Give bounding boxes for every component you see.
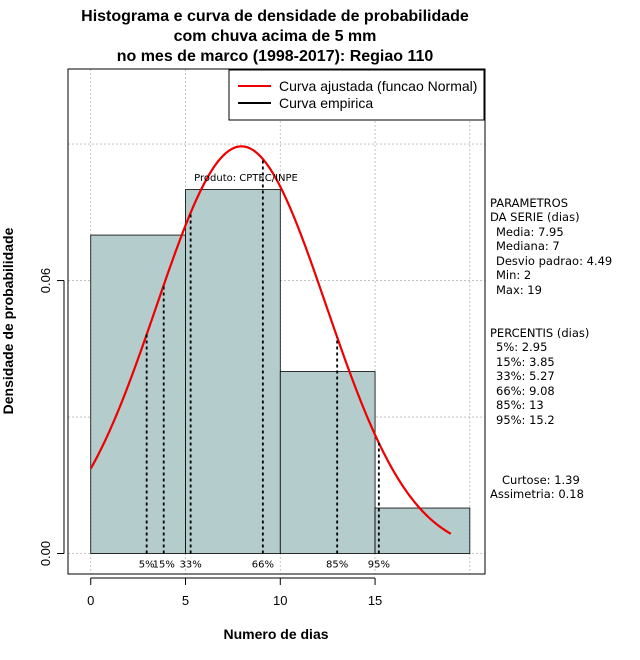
x-tick-label: 15 (368, 593, 382, 608)
params-title-line-2: DA SERIE (dias) (490, 210, 580, 224)
y-axis-label: Densidade de probabilidade (0, 227, 16, 414)
product-annotation: Produto: CPTEC/INPE (194, 173, 298, 184)
side-panel: PARAMETROS DA SERIE (dias) Media: 7.95 M… (490, 196, 612, 501)
normal-curve-line (89, 145, 452, 535)
x-tick-label: 5 (182, 593, 189, 608)
percentile-lines: 5%15% 33% 66% 85% 95% (139, 159, 390, 571)
legend-empirical-label: Curva empirica (279, 95, 373, 111)
percentil-15: 15%: 3.85 (496, 355, 555, 369)
param-desvio: Desvio padrao: 4.49 (496, 254, 612, 268)
normal-curve-group (89, 145, 452, 535)
x-axis-label: Numero de dias (223, 626, 328, 642)
histogram-bar-3 (279, 371, 376, 554)
histogram-bar-4 (374, 507, 471, 554)
chart-title-line-2: com chuva acima de 5 mm (174, 28, 377, 45)
param-max: Max: 19 (496, 283, 542, 297)
percentis-title: PERCENTIS (dias) (490, 326, 589, 340)
percentile-label-15pct: 15% (153, 560, 175, 571)
percentile-label-95pct: 95% (368, 560, 390, 571)
percentile-label-5pct: 5% (139, 560, 155, 571)
percentil-95: 95%: 15.2 (496, 413, 555, 427)
y-tick-label: 0.06 (38, 268, 53, 293)
chart-title-line-1: Histograma e curva de densidade de proba… (81, 8, 469, 25)
chart-title-line-3: no mes de marco (1998-2017): Regiao 110 (117, 48, 434, 65)
percentile-label-33pct: 33% (180, 560, 202, 571)
percentil-33: 33%: 5.27 (496, 369, 555, 383)
curtose-value: Curtose: 1.39 (502, 473, 580, 487)
legend-box (228, 69, 485, 121)
x-tick-label: 0 (87, 593, 94, 608)
percentil-5: 5%: 2.95 (496, 340, 547, 354)
params-title-line-1: PARAMETROS (490, 196, 568, 210)
param-media: Media: 7.95 (496, 225, 564, 239)
plot-frame (67, 68, 486, 575)
legend: Curva ajustada (funcao Normal) Curva emp… (228, 69, 485, 121)
histogram-bar-2 (185, 189, 281, 554)
param-min: Min: 2 (496, 268, 531, 282)
percentil-85: 85%: 13 (496, 398, 544, 412)
histogram-bars (90, 189, 471, 554)
percentile-label-85pct: 85% (326, 560, 348, 571)
legend-normal-label: Curva ajustada (funcao Normal) (279, 78, 477, 94)
assimetria-value: Assimetria: 0.18 (490, 487, 584, 501)
axes: 0 5 10 15 0.00 0.06 (38, 268, 382, 608)
percentil-66: 66%: 9.08 (496, 384, 555, 398)
percentile-label-66pct: 66% (252, 560, 274, 571)
y-tick-label: 0.00 (38, 541, 53, 566)
x-tick-label: 10 (273, 593, 287, 608)
histogram-bar-1 (90, 234, 186, 554)
param-mediana: Mediana: 7 (496, 239, 560, 253)
